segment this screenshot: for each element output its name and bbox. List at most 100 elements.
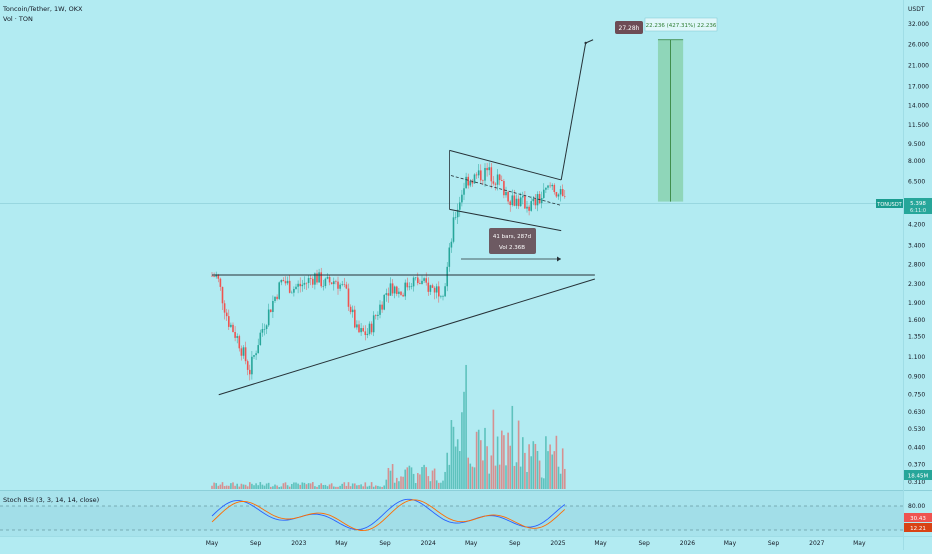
volume-bar [469, 463, 472, 489]
volume-bar [450, 420, 453, 489]
volume-badge [904, 470, 932, 480]
price-tick-label: 11.500 [908, 122, 929, 129]
candle [257, 345, 259, 354]
volume-bar [498, 464, 501, 489]
candle [471, 180, 474, 184]
volume-bar [288, 486, 291, 489]
candle [398, 291, 400, 294]
volume-bar [238, 486, 241, 489]
volume-bars [211, 364, 566, 489]
candle [320, 272, 322, 287]
price-tick-label: 0.310 [908, 479, 925, 486]
candle [444, 286, 446, 297]
volume-title: Vol · TON [3, 15, 33, 23]
candle [410, 286, 413, 287]
candle [293, 288, 295, 293]
candle [322, 285, 325, 287]
candle [253, 355, 255, 357]
candle [349, 306, 352, 313]
candle [498, 174, 501, 181]
volume-bar [444, 471, 446, 489]
candle [372, 315, 375, 333]
volume-bar [379, 486, 381, 489]
candle [519, 197, 522, 207]
volume-bar [465, 364, 467, 489]
volume-bar [339, 485, 341, 489]
time-axis[interactable]: May Sep 2023 May Sep 2024 May Sep 2025 May Sep 2026… [206, 540, 866, 547]
candle [375, 315, 377, 317]
candle [333, 281, 335, 285]
volume-bar [217, 485, 220, 489]
candle [261, 329, 264, 333]
volume-bar [341, 483, 343, 489]
volume-bar [492, 409, 495, 489]
candle [228, 316, 230, 327]
candle [387, 293, 390, 296]
volume-bar [545, 436, 547, 489]
volume-bar [452, 426, 455, 489]
candle [450, 241, 453, 248]
candle [417, 277, 419, 284]
candle [467, 176, 469, 186]
time-tick-label: 2026 [680, 540, 695, 547]
time-tick-label: May [594, 540, 607, 547]
candle [461, 194, 463, 203]
volume-bar [368, 485, 371, 489]
candle [312, 278, 314, 285]
volume-bar [354, 483, 356, 489]
volume-bar [526, 471, 528, 489]
volume-bar [362, 486, 364, 489]
volume-bar [364, 482, 367, 489]
stoch-band [0, 506, 903, 530]
stoch-d-badge [904, 523, 932, 532]
volume-bar [320, 483, 322, 489]
price-tick-label: 1.900 [908, 300, 925, 307]
candle [551, 184, 553, 187]
volume-bar [280, 486, 283, 489]
price-tick-label: 8.000 [908, 158, 925, 165]
volume-bar [396, 477, 398, 489]
stoch-k-value: 30.43 [910, 516, 926, 522]
price-axis[interactable]: 32.000 26.000 21.000 17.000 14.000 11.500 9.50… [908, 21, 929, 486]
candle [473, 174, 476, 184]
stoch-level-high: 80.00 [908, 503, 925, 510]
volume-bar [263, 485, 266, 489]
support-line [218, 278, 596, 396]
volume-bar [337, 486, 339, 489]
candle [232, 324, 234, 333]
candle [536, 194, 539, 206]
candle [528, 206, 530, 211]
volume-bar [480, 440, 482, 489]
volume-bar [459, 451, 461, 489]
volume-bar [501, 430, 503, 489]
candle [429, 285, 432, 292]
volume-bar [408, 465, 411, 489]
volume-bar [232, 482, 234, 489]
candle [301, 284, 304, 287]
candle [305, 282, 308, 284]
price-tick-label: 14.000 [908, 103, 929, 110]
candle [316, 273, 318, 283]
volume-bar [473, 467, 476, 489]
volume-bar [543, 478, 545, 489]
volume-bar [375, 485, 377, 489]
candle [524, 196, 526, 209]
candle [511, 195, 514, 206]
price-tick-label: 0.630 [908, 409, 925, 416]
candle [259, 332, 262, 346]
candle [286, 280, 289, 284]
volume-bar [278, 486, 280, 489]
volume-bar [490, 455, 493, 489]
volume-bar [225, 485, 228, 489]
candle [282, 279, 285, 282]
candle [507, 191, 509, 202]
volume-bar [246, 486, 249, 489]
volume-bar [414, 482, 417, 489]
candle [347, 288, 350, 307]
candle [419, 283, 421, 285]
volume-bar [419, 474, 421, 489]
candle [496, 174, 499, 185]
volume-bar [267, 482, 270, 489]
